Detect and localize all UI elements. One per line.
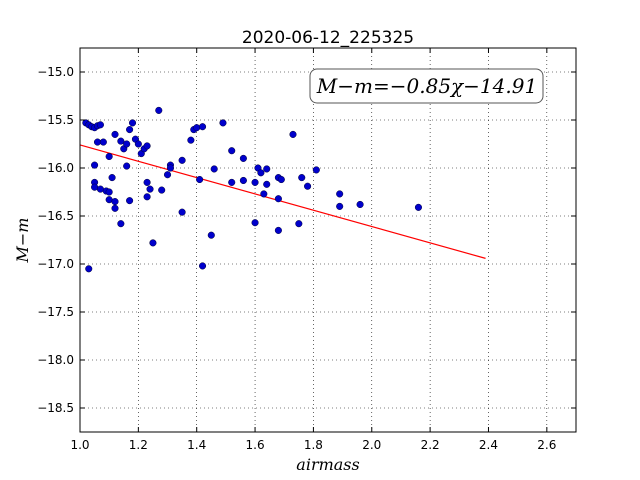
grid [79, 48, 576, 432]
y-axis: −15.0 −15.5 −16.0 −16.5 −17.0 −17.5 −18.0 −18.5 [37, 65, 576, 415]
data-point [228, 178, 236, 186]
x-tick-label: 2.0 [362, 438, 381, 452]
x-axis: 1.0 1.2 1.4 1.6 1.8 2.0 2.2 2.4 2.6 [70, 48, 556, 452]
data-point [111, 130, 119, 138]
data-points [82, 106, 422, 273]
data-point [91, 161, 99, 169]
x-tick-label: 1.0 [70, 438, 89, 452]
data-point [143, 193, 151, 201]
data-point [108, 174, 116, 182]
chart-title: 2020-06-12_225325 [242, 28, 414, 48]
data-point [277, 175, 285, 184]
data-point [312, 166, 320, 174]
fit-equation-box: M−m=−0.85χ−14.91 [309, 68, 544, 104]
data-point [163, 171, 172, 179]
data-point [239, 154, 247, 162]
x-tick-label: 2.4 [479, 438, 498, 452]
data-point [251, 178, 259, 186]
data-point [117, 220, 125, 228]
data-point [146, 185, 154, 193]
data-point [105, 188, 113, 196]
data-point [158, 186, 166, 194]
data-point [105, 152, 113, 161]
x-axis-label: airmass [296, 455, 359, 474]
data-point [193, 124, 201, 132]
fit-line [79, 144, 486, 259]
plot-frame [79, 47, 577, 433]
data-point [126, 126, 134, 134]
data-point [111, 198, 119, 206]
x-tick-label: 2.2 [421, 438, 440, 452]
data-point [356, 200, 364, 209]
fit-equation: M−m=−0.85χ−14.91 [316, 74, 537, 98]
data-point [149, 239, 157, 247]
x-tick-label: 1.6 [246, 438, 265, 452]
y-tick-label: −16.5 [37, 209, 74, 223]
x-tick-label: 1.2 [129, 438, 148, 452]
data-point [414, 203, 422, 211]
data-point [123, 162, 131, 170]
data-point [99, 138, 107, 146]
y-tick-label: −17.5 [37, 305, 74, 319]
data-point [263, 165, 271, 173]
data-point [143, 178, 151, 186]
fit-line-group [79, 144, 486, 259]
data-point [274, 226, 282, 234]
data-point [155, 106, 163, 114]
data-point [228, 147, 236, 155]
data-point [295, 220, 303, 228]
data-point [198, 123, 207, 131]
data-point [257, 169, 265, 177]
data-point [263, 180, 271, 188]
data-point [304, 182, 312, 190]
data-point [143, 142, 151, 150]
x-tick-label: 1.8 [304, 438, 323, 452]
y-tick-label: −18.0 [37, 353, 74, 367]
data-point [111, 204, 119, 212]
data-point [251, 219, 259, 227]
y-tick-label: −15.0 [37, 65, 74, 79]
y-tick-label: −18.5 [37, 401, 74, 415]
data-point [336, 190, 344, 198]
data-point [260, 190, 268, 198]
x-tick-label: 1.4 [187, 438, 206, 452]
x-tick-label: 2.6 [537, 438, 556, 452]
data-point [126, 197, 134, 205]
data-point [196, 175, 204, 184]
data-point [96, 121, 104, 129]
data-point [178, 208, 186, 216]
data-point [198, 262, 207, 270]
data-point [289, 130, 297, 138]
data-point [166, 164, 174, 172]
data-point [210, 165, 218, 173]
data-point [239, 176, 247, 185]
data-point [219, 119, 227, 127]
y-tick-label: −15.5 [37, 113, 74, 127]
data-point [178, 156, 186, 164]
y-tick-label: −17.0 [37, 257, 74, 271]
data-point [207, 231, 215, 239]
data-point [336, 202, 344, 210]
data-point [128, 119, 137, 127]
data-point [85, 265, 93, 273]
data-point [298, 174, 306, 182]
data-point [117, 137, 125, 145]
data-point [187, 136, 195, 144]
data-point [123, 140, 131, 148]
y-tick-label: −16.0 [37, 161, 74, 175]
data-point [134, 140, 142, 148]
y-axis-label: M−m [13, 218, 32, 264]
data-point [274, 195, 282, 203]
